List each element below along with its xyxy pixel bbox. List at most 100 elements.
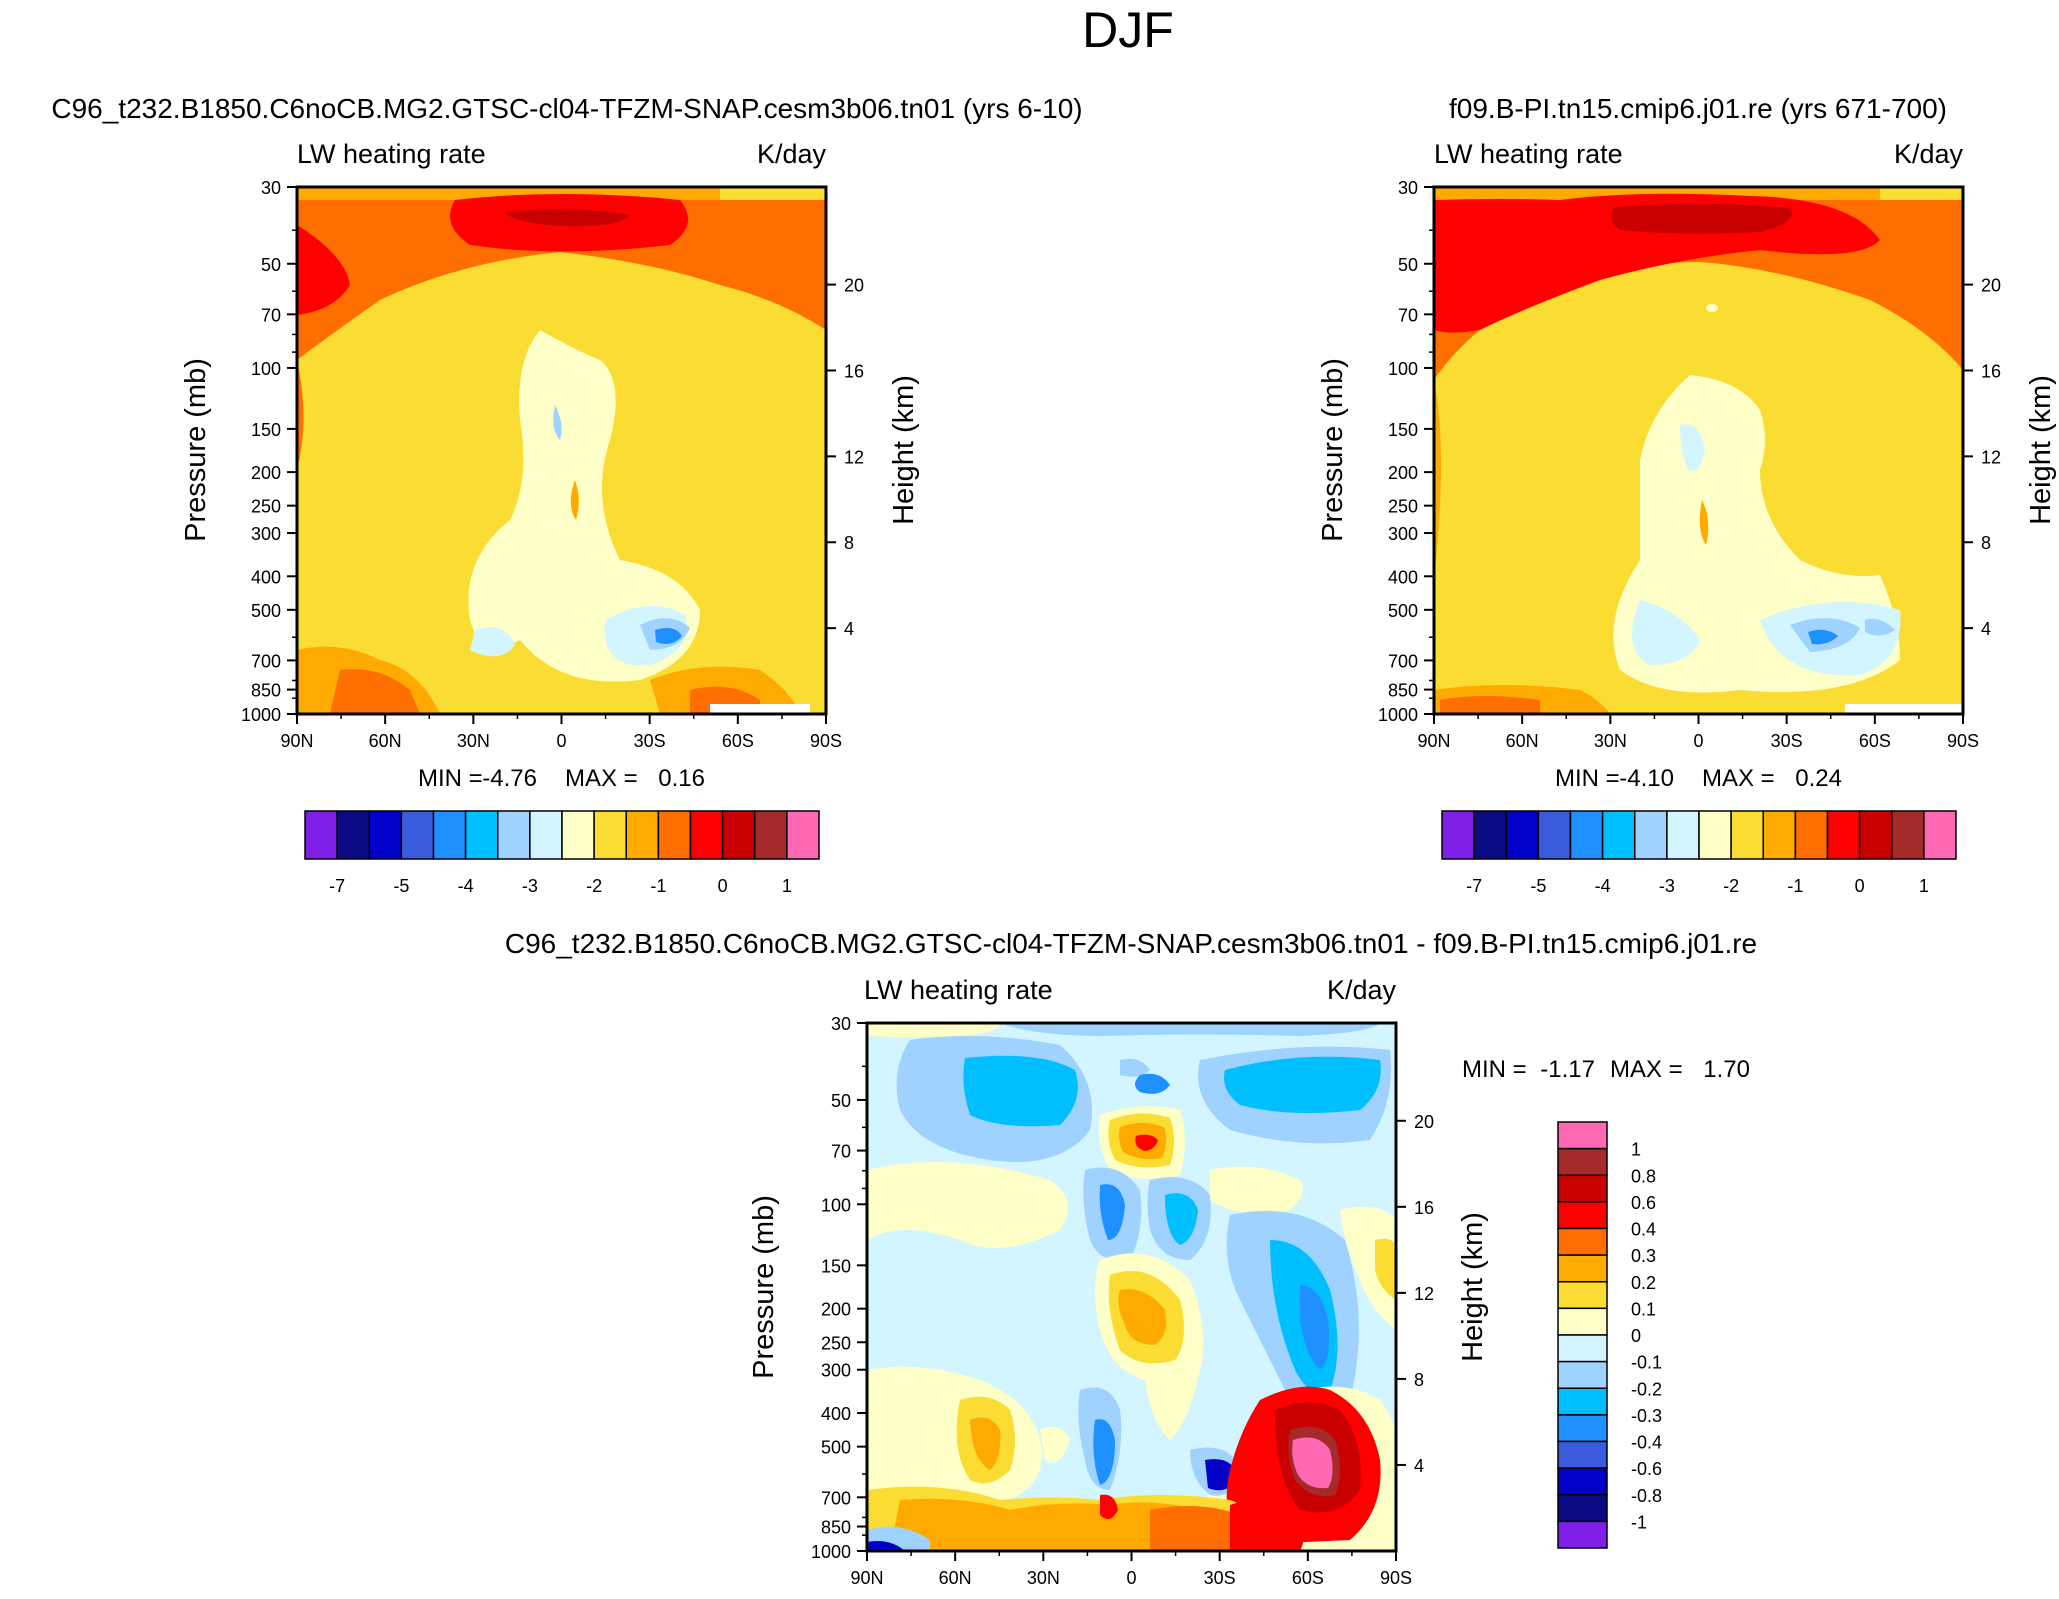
x-tick-label: 90N: [850, 1568, 883, 1588]
colorbar-box: [1557, 1467, 1608, 1496]
colorbar-box: [561, 810, 595, 860]
contour-fill-pink-max: [1292, 1437, 1333, 1489]
colorbar-label: 0: [718, 876, 728, 896]
panel-right-colorbar: -7 -5 -4 -3 -2 -1 0 1: [1441, 810, 1957, 896]
y-tick-label: 250: [251, 497, 281, 517]
colorbar-label: -5: [1530, 876, 1546, 896]
contour-fill-ice-small: [1680, 424, 1705, 471]
colorbar-box: [1698, 810, 1732, 860]
panel-diff-y-title: Pressure (mb): [748, 1195, 780, 1379]
colorbar-label: -1: [1631, 1512, 1647, 1532]
panel-diff-min-value: -1.17: [1540, 1056, 1595, 1083]
contour-fill-top-yellow: [867, 1023, 1000, 1037]
panel-diff-y2-title: Height (km): [1457, 1212, 1489, 1362]
panel-left-max-label: MAX =: [565, 765, 638, 792]
contour-fill-cyan-sh: [1224, 1056, 1381, 1114]
panel-left-y2-title: Height (km): [888, 375, 920, 525]
contour-fill-red-left: [297, 225, 350, 315]
colorbar-label: 0.4: [1631, 1220, 1656, 1240]
colorbar-box: [1730, 810, 1764, 860]
y-tick-label: 150: [1388, 420, 1418, 440]
y-tick-label: 500: [251, 601, 281, 621]
y-tick-label: 200: [251, 463, 281, 483]
panel-diff-variable-label: LW heating rate: [864, 975, 1053, 1005]
panel-left-axes: 30 50 70 100 150 200 250 300 400 500 700 850 1000 20 1…: [241, 178, 864, 751]
panel-left-units-label: K/day: [757, 139, 827, 169]
y-tick-label: 1000: [811, 1542, 851, 1562]
y-tick-label: 70: [831, 1142, 851, 1162]
colorbar-box: [1557, 1201, 1608, 1230]
panel-diff-axes: 30 50 70 100 150 200 250 300 400 500 700 850 1000 20 1…: [811, 1014, 1434, 1588]
contour-fill-paleyellow-patch: [1040, 1426, 1070, 1463]
x-tick-label: 60S: [1859, 731, 1891, 751]
y-tick-label: 30: [1398, 178, 1418, 198]
contour-fill-top-yellow: [720, 187, 826, 200]
y-tick-label: 500: [1388, 601, 1418, 621]
colorbar-box: [1557, 1227, 1608, 1256]
panel-left-y-title: Pressure (mb): [180, 358, 212, 542]
colorbar-label: 0.8: [1631, 1166, 1656, 1186]
colorbar-label: -2: [1723, 876, 1739, 896]
x-tick-label: 30N: [1594, 731, 1627, 751]
colorbar-box: [1557, 1520, 1608, 1549]
colorbar-box: [1557, 1360, 1608, 1389]
contour-fill-paleyellow-tropical: [468, 330, 700, 682]
panel-diff-min-label: MIN =: [1462, 1056, 1527, 1083]
contour-fill-lightblue-small: [553, 405, 562, 440]
y-tick-label: 30: [261, 178, 281, 198]
contour-missing-data: [1845, 704, 1963, 714]
colorbar-box: [593, 810, 627, 860]
colorbar-label: -0.1: [1631, 1353, 1662, 1373]
contour-fill-paleyellow-sh-mid: [1210, 1166, 1303, 1215]
y2-tick-label: 12: [1414, 1284, 1434, 1304]
contour-fill-paleyellow-edge: [1340, 1206, 1396, 1330]
colorbar-box: [1441, 810, 1475, 860]
colorbar-box: [336, 810, 370, 860]
contour-fill-orange-left: [297, 360, 304, 470]
contour-fill-small-patch: [1706, 304, 1718, 312]
colorbar-box: [1891, 810, 1925, 860]
contour-fill-cyan-400b: [1165, 1193, 1198, 1245]
colorbar-box: [1473, 810, 1507, 860]
colorbar-label: -0.4: [1631, 1433, 1662, 1453]
colorbar-box: [1557, 1174, 1608, 1203]
colorbar-box: [1537, 810, 1572, 860]
colorbar-box: [1557, 1414, 1608, 1443]
y2-tick-label: 8: [844, 533, 854, 553]
y2-tick-label: 4: [1981, 619, 1991, 639]
colorbar-label: -3: [522, 876, 538, 896]
panel-left-min-label: MIN =: [418, 765, 483, 792]
x-tick-label: 30S: [634, 731, 666, 751]
contour-fill-blue-core: [1808, 629, 1838, 645]
colorbar-label: 0: [1855, 876, 1865, 896]
y-tick-label: 50: [261, 255, 281, 275]
x-tick-label: 90S: [1947, 731, 1979, 751]
contour-fill-red-eq-sfc: [1100, 1494, 1118, 1519]
y-tick-label: 50: [1398, 255, 1418, 275]
contour-fill-darkorange-sfc: [1150, 1506, 1256, 1551]
colorbar-box: [754, 810, 788, 860]
colorbar-box: [1858, 810, 1893, 860]
colorbar-box: [657, 810, 692, 860]
y-tick-label: 70: [261, 305, 281, 325]
colorbar-box: [1505, 810, 1540, 860]
colorbar-box: [689, 810, 724, 860]
x-tick-label: 0: [1126, 1568, 1136, 1588]
colorbar-box: [400, 810, 435, 860]
colorbar-box: [721, 810, 756, 860]
y2-tick-label: 4: [844, 619, 854, 639]
y-tick-label: 150: [821, 1256, 851, 1276]
x-tick-label: 90N: [1417, 731, 1450, 751]
contour-fill-orange-upper: [297, 187, 826, 360]
colorbar-label: -1: [650, 876, 666, 896]
y-tick-label: 850: [1388, 681, 1418, 701]
colorbar-box: [1601, 810, 1636, 860]
y-tick-label: 200: [1388, 463, 1418, 483]
colorbar-box: [304, 810, 338, 860]
contour-fill-yellow-edge: [1375, 1238, 1396, 1300]
figure-title: DJF: [1082, 2, 1174, 58]
x-tick-label: 0: [556, 731, 566, 751]
panel-diff-max-value: 1.70: [1703, 1056, 1750, 1083]
contour-fill-top-band: [297, 187, 826, 200]
